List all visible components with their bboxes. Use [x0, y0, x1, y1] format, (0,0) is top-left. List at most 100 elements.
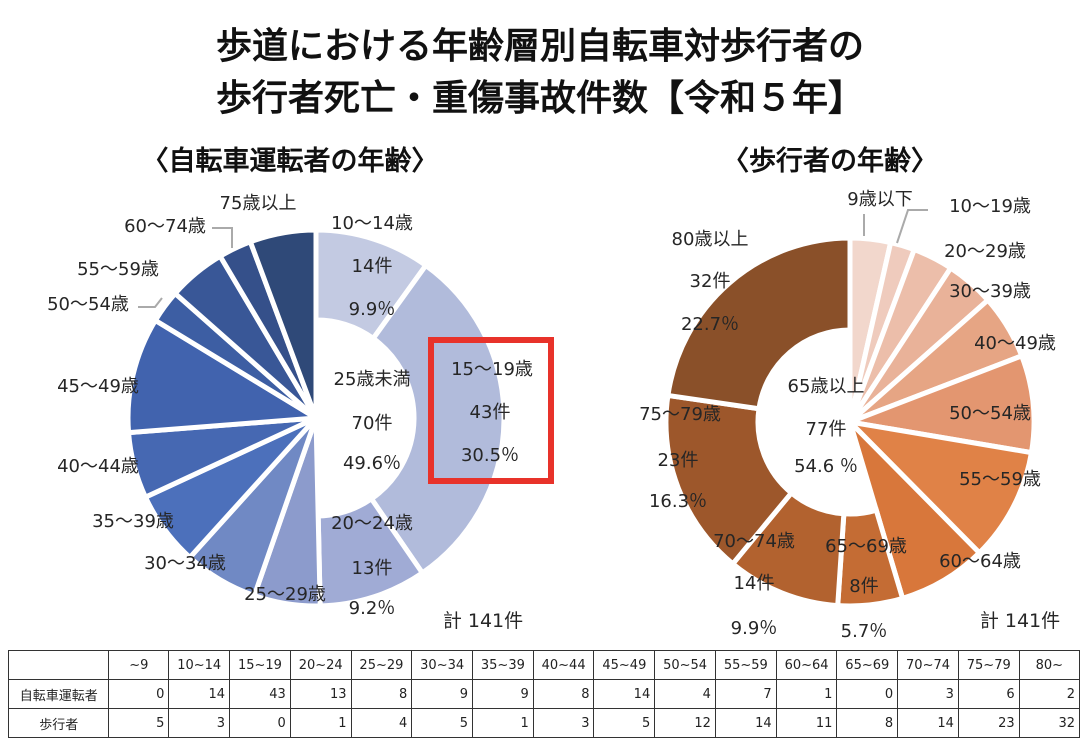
slice-75歳以上	[247, 227, 319, 419]
column-header: 20~24	[289, 650, 352, 680]
table-cell: 7	[714, 679, 777, 709]
center-pct: 49.6％	[343, 453, 401, 474]
table-cell: 3	[897, 679, 959, 709]
table-cell: 2	[1018, 679, 1080, 709]
label-30-34: 30〜34歳	[144, 553, 226, 574]
count-15-19: 43件	[470, 402, 511, 423]
column-header: 40~44	[532, 650, 595, 680]
data-table: ~9 10~14 15~19 20~24 25~29 30~34 35~39 40~44 45~…	[7, 650, 1080, 738]
table-cell: 14	[168, 679, 231, 709]
column-header: 30~34	[411, 650, 474, 680]
column-header: 65~69	[836, 650, 899, 680]
column-header: 55~59	[714, 650, 777, 680]
table-cell: 6	[957, 679, 1020, 709]
table-cell: 12	[654, 708, 716, 738]
leader-line	[896, 209, 928, 244]
table-cell: 23	[957, 708, 1020, 738]
slice-75〜79歳	[663, 392, 795, 568]
column-header: 10~14	[168, 650, 231, 680]
table-cell: 0	[108, 679, 170, 709]
column-header: ~9	[108, 650, 170, 680]
table-cell: 8	[836, 708, 899, 738]
table-cell: 0	[836, 679, 899, 709]
label-55-59: 55〜59歳	[959, 469, 1041, 490]
pct-10-14: 9.9％	[349, 299, 396, 320]
table-cell: 13	[289, 679, 352, 709]
title-line-2: 歩行者死亡・重傷事故件数【令和５年】	[216, 78, 864, 119]
count-70-74: 14件	[734, 573, 775, 594]
label-75-79: 75〜79歳	[639, 404, 721, 425]
slice-45〜49歳	[125, 316, 324, 436]
cyclist-age-donut	[125, 227, 507, 609]
table-row-pedestrian: 歩行者 5 3 0 1 4 5 1 3 5 12 14 11 8 14 23 32	[7, 708, 1080, 738]
row-header: 自転車運転者	[7, 679, 110, 709]
column-header: 35~39	[472, 650, 534, 680]
table-cell: 1	[289, 708, 352, 738]
pct-20-24: 9.2％	[349, 598, 396, 619]
label-35-39: 35〜39歳	[92, 511, 174, 532]
table-cell: 43	[229, 679, 291, 709]
label-30-39: 30〜39歳	[949, 281, 1031, 302]
right-total: 計 141件	[980, 610, 1060, 632]
column-header: 70~74	[897, 650, 959, 680]
table-cell: 14	[897, 708, 959, 738]
left-total: 計 141件	[443, 610, 523, 632]
column-header: 50~54	[654, 650, 716, 680]
table-cell: 5	[108, 708, 170, 738]
count-10-14: 14件	[352, 256, 393, 277]
count-20-24: 13件	[352, 558, 393, 579]
table-cell: 3	[168, 708, 231, 738]
pedestrian-age-donut	[663, 235, 1037, 609]
table-cell: 4	[350, 708, 413, 738]
table-cell: 5	[593, 708, 656, 738]
highlight-box	[428, 337, 554, 484]
table-cell: 14	[593, 679, 656, 709]
table-cell: 3	[532, 708, 595, 738]
label-9-under: 9歳以下	[847, 189, 912, 210]
column-header: 80~	[1018, 650, 1080, 680]
table-row-cyclist: 自転車運転者 0 14 43 13 8 9 9 8 14 4 7 1 0 3 6 2	[7, 679, 1080, 709]
label-40-49: 40〜49歳	[974, 333, 1056, 354]
pct-65-69: 5.7％	[841, 621, 888, 642]
label-10-14: 10〜14歳	[331, 213, 413, 234]
count-75-79: 23件	[658, 450, 699, 471]
center-count: 70件	[352, 413, 393, 434]
center-label: 65歳以上	[788, 376, 865, 397]
slice-80歳以上	[665, 235, 853, 412]
table-cell: 1	[775, 679, 838, 709]
label-15-19: 15〜19歳	[451, 359, 533, 380]
table-header-row: ~9 10~14 15~19 20~24 25~29 30~34 35~39 40~44 45~…	[7, 650, 1080, 680]
count-80-plus: 32件	[690, 271, 731, 292]
right-chart-title: 〈歩行者の年齢〉	[722, 145, 938, 177]
table-cell: 14	[714, 708, 777, 738]
pct-70-74: 9.9％	[731, 618, 778, 639]
label-40-44: 40〜44歳	[57, 456, 139, 477]
pct-75-79: 16.3％	[649, 491, 707, 512]
center-pct: 54.6 ％	[794, 456, 858, 477]
table-cell: 8	[532, 679, 595, 709]
left-chart-title: 〈自転車運転者の年齢〉	[142, 145, 439, 177]
center-label: 25歳未満	[334, 369, 411, 390]
leader-line	[138, 297, 163, 308]
label-75-plus: 75歳以上	[220, 193, 297, 214]
pct-80-plus: 22.7％	[681, 314, 739, 335]
table-corner	[7, 650, 110, 680]
table-cell: 1	[472, 708, 534, 738]
leader-line	[212, 227, 233, 248]
label-80-plus: 80歳以上	[672, 229, 749, 250]
label-20-29: 20〜29歳	[944, 241, 1026, 262]
label-10-19: 10〜19歳	[949, 196, 1031, 217]
label-25-29: 25〜29歳	[244, 584, 326, 605]
column-header: 15~19	[229, 650, 291, 680]
slice-55〜59歳	[842, 418, 1035, 557]
table-cell: 8	[350, 679, 413, 709]
column-header: 60~64	[775, 650, 838, 680]
center-count: 77件	[806, 419, 847, 440]
label-65-69: 65〜69歳	[825, 536, 907, 557]
row-header: 歩行者	[7, 708, 110, 738]
table-cell: 4	[654, 679, 716, 709]
pct-15-19: 30.5％	[461, 445, 519, 466]
label-45-49: 45〜49歳	[57, 376, 139, 397]
table-cell: 32	[1018, 708, 1080, 738]
